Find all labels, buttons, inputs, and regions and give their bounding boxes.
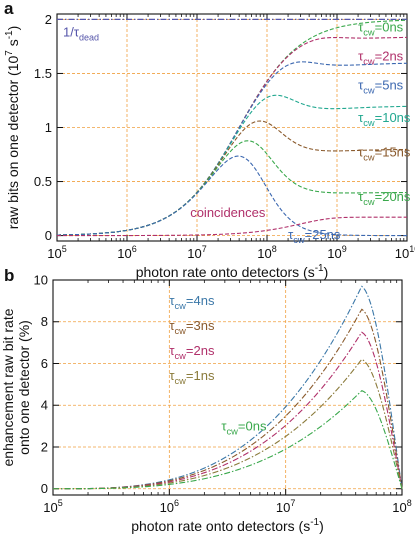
series-label: τcw=20ns <box>358 189 411 207</box>
series-line <box>56 94 408 236</box>
y-axis-label-line2: onto one detector (%) <box>16 320 32 455</box>
panel-label: b <box>4 266 14 285</box>
plot-frame <box>56 13 408 242</box>
series-line <box>53 285 403 490</box>
series-line <box>56 120 408 236</box>
x-tick-label: 105 <box>43 498 62 515</box>
series-label: τcw=0ns <box>358 19 404 37</box>
series-label: τcw=15ns <box>358 145 411 163</box>
series-label: τcw=3ns <box>169 318 215 336</box>
series-line <box>53 358 403 490</box>
y-tick-label: 6 <box>41 356 48 371</box>
x-axis-label: photon rate onto detectors (s-1) <box>131 517 324 534</box>
series-label: τcw=25ns <box>288 227 341 245</box>
series-label: τcw=2ns <box>358 48 404 66</box>
series-line <box>56 140 408 236</box>
coincidences-label: coincidences <box>190 205 266 220</box>
series-line <box>53 308 403 490</box>
series-line <box>56 155 408 237</box>
series-label: τcw=10ns <box>358 110 411 128</box>
series-label: τcw=4ns <box>169 293 215 311</box>
series-line <box>53 390 403 490</box>
x-tick-label: 108 <box>392 498 411 515</box>
series-label: τcw=1ns <box>169 368 215 386</box>
y-tick-label: 4 <box>41 398 48 413</box>
y-tick-label: 2 <box>45 12 52 27</box>
y-tick-label: 2 <box>41 439 48 454</box>
y-axis-label-line1: enhancement raw bit rate <box>0 308 16 466</box>
series-label: τcw=2ns <box>169 343 215 361</box>
series-line <box>56 19 408 236</box>
series-label: τcw=0ns <box>221 418 267 436</box>
x-tick-label: 106 <box>160 498 179 515</box>
x-tick-label: 105 <box>47 244 66 261</box>
series-label: τcw=5ns <box>358 78 404 96</box>
panel-b: 105 106 107 108 0 2 4 6 8 10 b photon rate onto det… <box>0 266 412 534</box>
y-tick-label: 0.5 <box>34 174 52 189</box>
y-tick-label: 8 <box>41 314 48 329</box>
plot-frame <box>52 279 403 496</box>
x-tick-label: 108 <box>257 244 276 261</box>
y-tick-label: 1 <box>45 120 52 135</box>
x-tick-label: 109 <box>327 244 346 261</box>
y-tick-label: 0 <box>45 228 52 243</box>
series-line <box>53 331 403 490</box>
x-tick-label: 107 <box>187 244 206 261</box>
dead-time-label: 1/τdead <box>63 24 99 42</box>
series-line <box>56 36 408 236</box>
coincidences-line <box>57 216 407 237</box>
y-tick-label: 10 <box>34 273 48 288</box>
x-tick-label: 107 <box>276 498 295 515</box>
y-axis-label: raw bits on one detector (107 s-1) <box>4 26 21 230</box>
x-tick-label: 106 <box>117 244 136 261</box>
y-tick-label: 1.5 <box>34 66 52 81</box>
y-tick-label: 0 <box>41 481 48 496</box>
panel-label: a <box>4 0 14 18</box>
x-axis-label: photon rate onto detectors (s-1) <box>136 263 329 280</box>
